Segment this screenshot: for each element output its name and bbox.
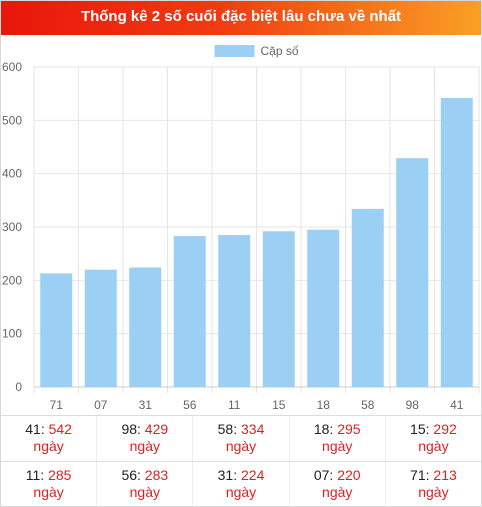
days-unit: ngày — [129, 484, 160, 500]
days-unit: ngày — [322, 438, 353, 454]
stat-cell: 71: 213 ngày — [384, 462, 481, 506]
x-tick-label: 58 — [361, 398, 375, 412]
days-count: 220 — [337, 467, 361, 483]
bar-98 — [396, 158, 429, 387]
x-tick-label: 07 — [94, 398, 108, 412]
pair-number: 07 — [313, 467, 330, 483]
days-count: 283 — [144, 467, 169, 483]
bar-56 — [173, 236, 206, 387]
days-count: 224 — [241, 467, 265, 483]
days-count: 542 — [48, 421, 72, 437]
days-count: 334 — [241, 421, 265, 437]
stat-cell: 56: 283 ngày — [96, 462, 192, 506]
x-tick-label: 31 — [139, 398, 153, 412]
stat-cell: 58: 334 ngày — [192, 416, 288, 461]
days-unit: ngày — [322, 484, 353, 500]
pair-number: 18 — [313, 421, 330, 437]
bar-11 — [218, 235, 251, 387]
bar-chart: 0 100 200 300 400 500 600 71 07 31 56 11 15 18 58 98 41 C… — [2, 44, 480, 412]
x-tick-label: 18 — [317, 398, 331, 412]
x-tick-label: 56 — [183, 398, 197, 412]
stats-row: 41: 542 ngày 98: 429 ngày 58: 334 ngày 18: … — [1, 416, 481, 461]
days-count: 285 — [48, 467, 72, 483]
y-tick-label: 400 — [2, 167, 22, 181]
days-unit: ngày — [129, 438, 160, 454]
days-unit: ngày — [33, 484, 64, 500]
pair-number: 11 — [25, 467, 41, 483]
pair-number: 58 — [217, 421, 234, 437]
days-unit: ngày — [418, 484, 449, 500]
stat-cell: 98: 429 ngày — [96, 416, 192, 461]
bar-15 — [262, 231, 295, 387]
days-count: 295 — [337, 421, 361, 437]
stat-cell: 41: 542 ngày — [1, 416, 96, 461]
widget-title: Thống kê 2 số cuối đặc biệt lâu chưa về … — [1, 1, 481, 35]
bar-07 — [84, 269, 117, 387]
bar-71 — [40, 273, 73, 387]
y-tick-label: 500 — [2, 113, 22, 127]
days-unit: ngày — [418, 438, 449, 454]
stats-row: 11: 285 ngày 56: 283 ngày 31: 224 ngày 07: … — [1, 461, 481, 506]
pair-number: 41 — [25, 421, 41, 437]
x-tick-label: 15 — [272, 398, 286, 412]
days-unit: ngày — [225, 484, 257, 500]
pair-number: 56 — [121, 467, 138, 483]
x-tick-label: 41 — [450, 398, 464, 412]
days-count: 429 — [144, 421, 169, 437]
y-tick-label: 100 — [2, 327, 22, 341]
y-tick-label: 600 — [2, 60, 22, 74]
y-tick-label: 0 — [15, 380, 22, 394]
days-count: 292 — [433, 421, 457, 437]
bar-58 — [351, 208, 384, 387]
x-tick-label: 71 — [50, 398, 64, 412]
days-unit: ngày — [225, 438, 257, 454]
y-tick-label: 200 — [2, 273, 22, 287]
x-tick-label: 98 — [406, 398, 420, 412]
x-tick-label: 11 — [228, 398, 241, 412]
pair-number: 71 — [410, 467, 426, 483]
stat-cell: 18: 295 ngày — [288, 416, 385, 461]
pair-number: 98 — [121, 421, 138, 437]
days-unit: ngày — [33, 438, 64, 454]
stat-cell: 07: 220 ngày — [288, 462, 385, 506]
stat-cell: 11: 285 ngày — [1, 462, 96, 506]
legend-swatch — [214, 45, 255, 57]
bar-18 — [307, 229, 340, 387]
stat-cell: 31: 224 ngày — [192, 462, 288, 506]
stats-table: 41: 542 ngày 98: 429 ngày 58: 334 ngày 18: … — [1, 415, 481, 506]
y-tick-label: 300 — [2, 220, 22, 234]
bar-31 — [129, 267, 162, 387]
pair-number: 15 — [410, 421, 426, 437]
days-count: 213 — [433, 467, 457, 483]
legend-label: Cặp số — [260, 44, 298, 58]
stat-cell: 15: 292 ngày — [384, 416, 481, 461]
pair-number: 31 — [217, 467, 234, 483]
bar-41 — [440, 97, 473, 387]
